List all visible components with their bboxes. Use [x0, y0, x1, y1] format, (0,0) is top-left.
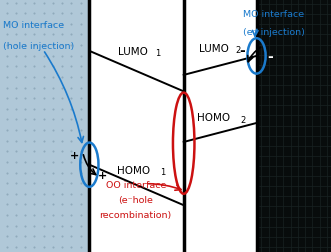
Text: (e⁻hole: (e⁻hole	[118, 195, 153, 204]
Text: -: -	[267, 50, 273, 64]
Text: MO interface: MO interface	[243, 10, 305, 19]
Text: LUMO: LUMO	[118, 47, 148, 57]
Text: OO interface: OO interface	[106, 180, 166, 189]
Bar	[0, 0, 89, 252]
Text: 1: 1	[160, 167, 165, 176]
Text: -: -	[239, 43, 245, 57]
Bar	[257, 0, 331, 252]
Text: 2: 2	[240, 115, 245, 124]
Text: MO interface: MO interface	[3, 21, 65, 30]
Text: HOMO: HOMO	[117, 165, 150, 175]
Text: LUMO: LUMO	[199, 44, 228, 53]
Text: recombination): recombination)	[100, 210, 172, 219]
Text: (e⁻ injection): (e⁻ injection)	[243, 28, 305, 37]
Text: HOMO: HOMO	[197, 113, 230, 123]
Text: 1: 1	[155, 49, 160, 58]
Text: (hole injection): (hole injection)	[3, 41, 74, 50]
Text: +: +	[70, 150, 79, 160]
Text: 2: 2	[235, 46, 240, 55]
Text: +: +	[98, 170, 107, 180]
